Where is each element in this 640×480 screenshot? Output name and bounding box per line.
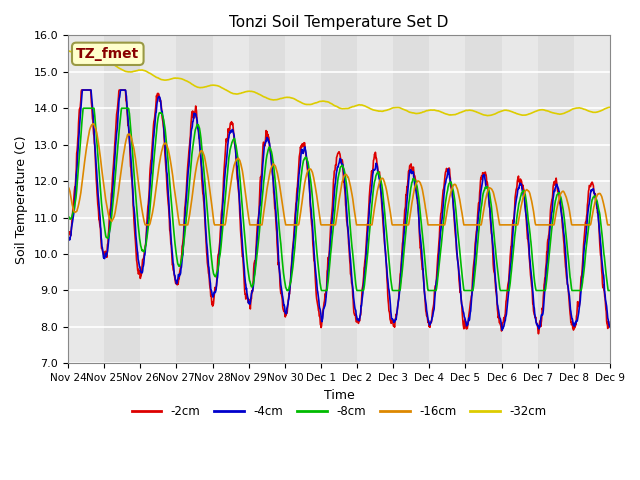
-32cm — [495, 109, 502, 115]
-8cm — [284, 288, 291, 293]
-2cm — [543, 260, 550, 265]
-32cm — [185, 79, 193, 85]
Line: -32cm: -32cm — [68, 51, 610, 116]
-16cm — [606, 222, 614, 228]
-4cm — [64, 238, 72, 243]
Bar — [538, 36, 574, 363]
-8cm — [606, 288, 614, 293]
-2cm — [246, 301, 253, 307]
Line: -4cm: -4cm — [68, 90, 610, 330]
-32cm — [65, 48, 72, 54]
-32cm — [543, 108, 550, 114]
-8cm — [185, 187, 193, 193]
-2cm — [77, 87, 85, 93]
Line: -16cm: -16cm — [68, 124, 610, 225]
-8cm — [64, 213, 72, 219]
X-axis label: Time: Time — [324, 389, 355, 402]
-16cm — [246, 222, 254, 228]
-32cm — [424, 108, 431, 114]
Legend: -2cm, -4cm, -8cm, -16cm, -32cm: -2cm, -4cm, -8cm, -16cm, -32cm — [127, 401, 551, 423]
-8cm — [246, 278, 253, 284]
-4cm — [499, 327, 506, 333]
-4cm — [79, 87, 86, 93]
-4cm — [424, 312, 431, 318]
-4cm — [185, 163, 193, 168]
-8cm — [424, 286, 431, 291]
-32cm — [64, 48, 72, 54]
Y-axis label: Soil Temperature (C): Soil Temperature (C) — [15, 135, 28, 264]
-4cm — [246, 301, 253, 307]
-16cm — [89, 121, 97, 127]
Bar — [465, 36, 502, 363]
-4cm — [172, 277, 180, 283]
-16cm — [186, 214, 193, 219]
-2cm — [185, 148, 193, 154]
-8cm — [79, 105, 87, 111]
-16cm — [172, 199, 180, 204]
-2cm — [64, 232, 72, 238]
Bar — [104, 36, 140, 363]
Bar — [249, 36, 285, 363]
Text: TZ_fmet: TZ_fmet — [76, 47, 140, 61]
-2cm — [534, 331, 542, 336]
-32cm — [484, 113, 492, 119]
-2cm — [606, 322, 614, 327]
-16cm — [64, 185, 72, 191]
Bar — [321, 36, 357, 363]
-16cm — [495, 216, 502, 222]
Bar — [393, 36, 429, 363]
Title: Tonzi Soil Temperature Set D: Tonzi Soil Temperature Set D — [229, 15, 449, 30]
Line: -2cm: -2cm — [68, 90, 610, 334]
-4cm — [606, 324, 614, 330]
-16cm — [543, 222, 550, 228]
-32cm — [606, 105, 614, 110]
-8cm — [172, 248, 180, 254]
-16cm — [141, 222, 149, 228]
-2cm — [172, 281, 180, 287]
-32cm — [172, 75, 180, 81]
Line: -8cm: -8cm — [68, 108, 610, 290]
-8cm — [495, 276, 502, 281]
-4cm — [543, 267, 550, 273]
Bar — [177, 36, 212, 363]
-8cm — [543, 279, 550, 285]
-16cm — [424, 220, 431, 226]
-2cm — [424, 315, 431, 321]
-2cm — [494, 315, 502, 321]
-4cm — [494, 306, 502, 312]
-32cm — [246, 88, 253, 94]
